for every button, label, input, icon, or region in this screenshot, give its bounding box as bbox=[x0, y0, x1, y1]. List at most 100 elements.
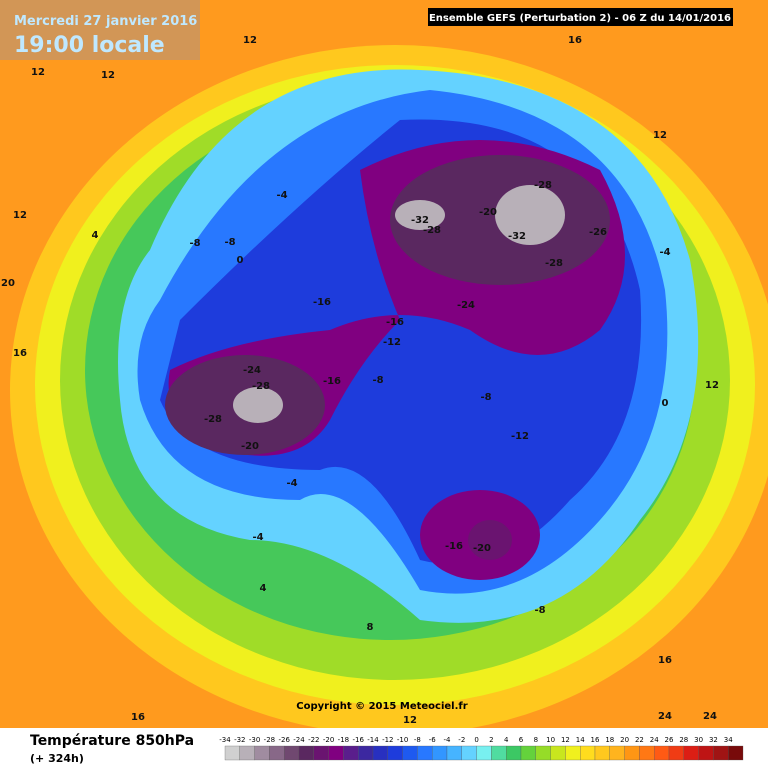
legend-swatch bbox=[535, 745, 551, 761]
legend-swatch bbox=[461, 745, 477, 761]
contour-label: -16 bbox=[313, 297, 331, 308]
legend-label: -34 bbox=[219, 736, 231, 744]
contour-label: -12 bbox=[383, 337, 401, 348]
legend-label: 32 bbox=[709, 736, 718, 744]
contour-label: 12 bbox=[101, 70, 115, 81]
legend-label: -16 bbox=[352, 736, 364, 744]
temperature-field bbox=[10, 45, 768, 735]
legend-label: -4 bbox=[444, 736, 452, 744]
legend-label: 30 bbox=[694, 736, 703, 744]
contour-label: -16 bbox=[323, 376, 341, 387]
contour-label: -20 bbox=[241, 441, 259, 452]
time: 19:00 locale bbox=[14, 33, 165, 58]
contour-label: -28 bbox=[534, 180, 552, 191]
contour-label: 16 bbox=[13, 348, 27, 359]
contour-label: -8 bbox=[480, 392, 491, 403]
legend-swatch bbox=[639, 745, 655, 761]
legend-swatch bbox=[654, 745, 670, 761]
legend-swatch bbox=[298, 745, 314, 761]
copyright: Copyright © 2015 Meteociel.fr bbox=[296, 701, 467, 712]
contour-label: -20 bbox=[479, 207, 497, 218]
legend-swatch bbox=[313, 745, 329, 761]
legend-label: 24 bbox=[650, 736, 659, 744]
contour-label: -20 bbox=[473, 543, 491, 554]
legend-swatch bbox=[343, 745, 359, 761]
legend-swatch bbox=[698, 745, 714, 761]
legend-swatch bbox=[668, 745, 684, 761]
legend-swatch bbox=[520, 745, 536, 761]
legend-swatch bbox=[358, 745, 374, 761]
legend-swatch bbox=[713, 745, 729, 761]
footer-lead: (+ 324h) bbox=[30, 752, 84, 765]
contour-label: -24 bbox=[457, 300, 475, 311]
legend-swatch bbox=[609, 745, 625, 761]
contour-label: 16 bbox=[568, 35, 582, 46]
contour-label: -24 bbox=[243, 365, 261, 376]
contour-label: 12 bbox=[13, 210, 27, 221]
legend-label: 0 bbox=[474, 736, 478, 744]
contour-label: 4 bbox=[260, 583, 267, 594]
legend-label: 28 bbox=[679, 736, 688, 744]
legend-swatch bbox=[506, 745, 522, 761]
contour-label: 0 bbox=[237, 255, 244, 266]
contour-label: -32 bbox=[411, 215, 429, 226]
legend-swatch bbox=[446, 745, 462, 761]
date-box bbox=[0, 0, 200, 60]
legend-label: 4 bbox=[504, 736, 509, 744]
contour-label: -8 bbox=[372, 375, 383, 386]
contour-label: -8 bbox=[534, 605, 545, 616]
contour-label: 16 bbox=[131, 712, 145, 723]
legend-swatch bbox=[728, 745, 744, 761]
legend-label: -18 bbox=[338, 736, 349, 744]
legend-label: 20 bbox=[620, 736, 629, 744]
legend-label: -24 bbox=[293, 736, 305, 744]
legend-swatch bbox=[594, 745, 610, 761]
legend-label: -26 bbox=[278, 736, 290, 744]
legend-label: 18 bbox=[605, 736, 614, 744]
contour-label: 12 bbox=[653, 130, 667, 141]
footer-title: Température 850hPa bbox=[30, 733, 194, 749]
legend-label: 16 bbox=[591, 736, 600, 744]
legend-label: -12 bbox=[382, 736, 393, 744]
contour-label: -28 bbox=[545, 258, 563, 269]
legend-label: 26 bbox=[665, 736, 674, 744]
legend-swatch bbox=[476, 745, 492, 761]
legend-label: 2 bbox=[489, 736, 493, 744]
legend-label: 12 bbox=[561, 736, 570, 744]
legend-swatch bbox=[254, 745, 270, 761]
contour-label: -8 bbox=[224, 237, 235, 248]
legend-swatch bbox=[402, 745, 418, 761]
contour-label: 12 bbox=[705, 380, 719, 391]
legend-label: -10 bbox=[397, 736, 408, 744]
legend-label: -22 bbox=[308, 736, 319, 744]
contour-label: -4 bbox=[252, 532, 263, 543]
legend: -34 -32 -30 -28 -26 -24 -22 -20 -18 -16 -14 -12 -10-… bbox=[219, 736, 744, 761]
contour-label: -4 bbox=[286, 478, 297, 489]
legend-swatch bbox=[491, 745, 507, 761]
contour-label: 20 bbox=[1, 278, 15, 289]
contour-label: 12 bbox=[243, 35, 257, 46]
legend-swatch bbox=[269, 745, 285, 761]
legend-swatch bbox=[239, 745, 255, 761]
legend-label: 6 bbox=[519, 736, 524, 744]
contour-label: -8 bbox=[189, 238, 200, 249]
contour-label: -4 bbox=[276, 190, 287, 201]
contour-label: 4 bbox=[92, 230, 99, 241]
legend-label: 34 bbox=[724, 736, 733, 744]
contour-label: -4 bbox=[659, 247, 670, 258]
contour-label: -28 bbox=[423, 225, 441, 236]
legend-swatch bbox=[387, 745, 403, 761]
legend-swatch bbox=[284, 745, 300, 761]
legend-label: 10 bbox=[546, 736, 555, 744]
legend-swatch bbox=[683, 745, 699, 761]
contour-label: 24 bbox=[658, 711, 672, 722]
legend-label: -14 bbox=[367, 736, 379, 744]
legend-swatch bbox=[328, 745, 344, 761]
legend-swatch bbox=[565, 745, 581, 761]
legend-label: 22 bbox=[635, 736, 644, 744]
run-info: Ensemble GEFS (Perturbation 2) - 06 Z du… bbox=[429, 13, 731, 24]
legend-swatch bbox=[580, 745, 596, 761]
contour-label: 24 bbox=[703, 711, 717, 722]
contour-label: 8 bbox=[367, 622, 374, 633]
